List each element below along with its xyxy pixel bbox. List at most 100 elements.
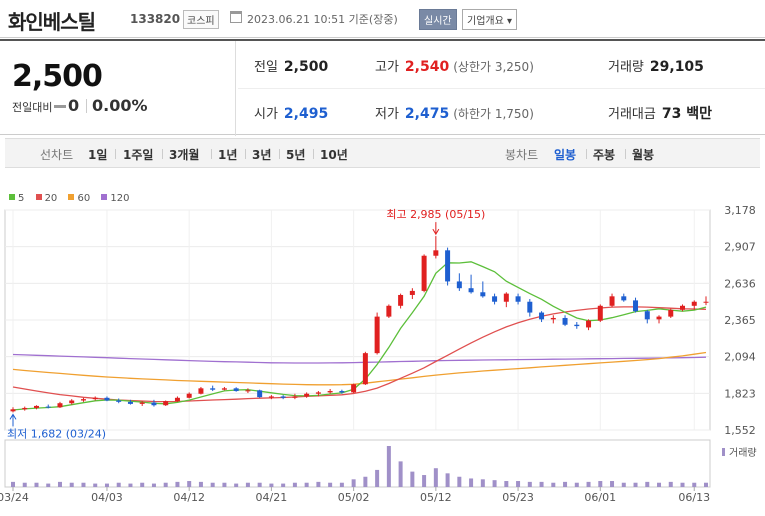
x-tick-label: 05/02 [338, 491, 370, 504]
volume-bar [422, 475, 427, 487]
stat-value: 2,475 [404, 106, 450, 122]
candle-body [409, 290, 415, 295]
divider [115, 149, 116, 159]
volume-bar [198, 481, 203, 487]
divider [586, 149, 587, 159]
volume-bar [563, 481, 568, 487]
divider [235, 41, 236, 136]
stat-value: 2,495 [283, 106, 329, 122]
calendar-icon [230, 11, 242, 23]
volume-bar [504, 481, 509, 487]
current-price: 2,500 [12, 59, 103, 94]
stat-value: 29,105 [649, 59, 704, 75]
candle-chart-label: 봉차트 [505, 148, 539, 162]
realtime-button[interactable]: 실시간 [419, 9, 457, 30]
ma-legend: 5 20 60 120 [9, 193, 138, 204]
stat-low: 저가 2,475 (하한가 1,750) [375, 103, 534, 122]
period-1d[interactable]: 1일 [88, 148, 108, 162]
candle-body [586, 320, 592, 328]
volume-bar [69, 482, 74, 487]
volume-bar [57, 481, 62, 487]
datetime-label: 2023.06.21 10:51 기준(장중) [247, 13, 398, 26]
volume-bar [81, 482, 86, 487]
candle-body [691, 301, 697, 306]
swatch-icon [101, 194, 108, 200]
company-overview-dropdown[interactable]: 기업개요 ▾ [462, 9, 517, 30]
stock-header: 화인베스틸 133820 코스피 2023.06.21 10:51 기준(장중)… [0, 0, 765, 38]
period-1y[interactable]: 1년 [218, 148, 238, 162]
candle-body [550, 317, 556, 320]
volume-label: 거래량 [729, 447, 757, 459]
divider [279, 149, 280, 159]
candle-body [221, 388, 227, 390]
candle-weekly[interactable]: 주봉 [593, 148, 616, 162]
volume-bar [363, 476, 368, 487]
stock-code: 133820 [130, 12, 181, 26]
volume-bar [281, 483, 286, 487]
volume-bar [269, 483, 274, 487]
candle-body [233, 388, 239, 392]
y-tick-label: 3,178 [724, 204, 756, 217]
legend-ma120: 120 [101, 193, 130, 204]
min-price-label: 최저 1,682 (03/24) [7, 427, 106, 440]
stat-value: 2,540 [404, 59, 450, 75]
volume-bar [234, 483, 239, 487]
volume-legend-icon [722, 448, 725, 456]
volume-bar [375, 469, 380, 487]
period-5y[interactable]: 5년 [286, 148, 306, 162]
candle-body [45, 406, 51, 408]
volume-bar [11, 481, 15, 487]
volume-bar [187, 481, 192, 487]
legend-ma20: 20 [35, 193, 57, 204]
candle-body [597, 305, 603, 321]
min-arrow-head [9, 413, 17, 420]
y-tick-label: 1,552 [724, 424, 756, 437]
stat-amount: 거래대금 73 백만 [608, 103, 712, 123]
candle-monthly[interactable]: 월봉 [632, 148, 655, 162]
lower-limit: (하한가 1,750) [453, 107, 534, 121]
volume-bar [151, 483, 156, 487]
ma120-line [12, 353, 707, 364]
period-3m[interactable]: 3개월 [169, 148, 200, 162]
candle-body [609, 296, 615, 306]
volume-bar [492, 480, 497, 487]
candle-body [292, 396, 298, 398]
legend-ma5: 5 [9, 193, 24, 204]
volume-bar [104, 483, 109, 487]
candle-body [69, 400, 75, 404]
candle-body [127, 401, 133, 404]
candle-body [668, 309, 674, 317]
candle-body [633, 300, 639, 312]
candle-body [327, 391, 333, 393]
divider [238, 88, 765, 89]
candle-body [421, 255, 427, 291]
stat-label: 거래대금 [608, 107, 656, 122]
volume-bar [316, 481, 321, 487]
candle-body [527, 301, 533, 313]
x-tick-label: 04/12 [173, 491, 205, 504]
stock-name: 화인베스틸 [8, 10, 96, 34]
candle-body [468, 288, 474, 293]
candle-daily[interactable]: 일봉 [554, 148, 577, 162]
candle-body [339, 391, 345, 393]
candle-body [33, 405, 39, 408]
x-tick-label: 06/01 [584, 491, 616, 504]
stat-label: 거래량 [608, 60, 644, 75]
candle-body [539, 312, 545, 320]
divider [245, 149, 246, 159]
volume-bar [551, 482, 556, 487]
change-value: 0 [68, 96, 80, 115]
period-1w[interactable]: 1주일 [123, 148, 154, 162]
swatch-icon [68, 194, 75, 200]
volume-bar [328, 482, 333, 487]
legend-label: 60 [77, 193, 91, 204]
candle-body [92, 397, 98, 400]
y-tick-label: 2,365 [724, 314, 756, 327]
candle-body [57, 403, 63, 408]
candle-body [480, 292, 486, 297]
ma5-line [12, 261, 707, 411]
candle-body [644, 311, 650, 320]
volume-bar [46, 483, 51, 487]
period-3y[interactable]: 3년 [252, 148, 272, 162]
period-10y[interactable]: 10년 [320, 148, 348, 162]
